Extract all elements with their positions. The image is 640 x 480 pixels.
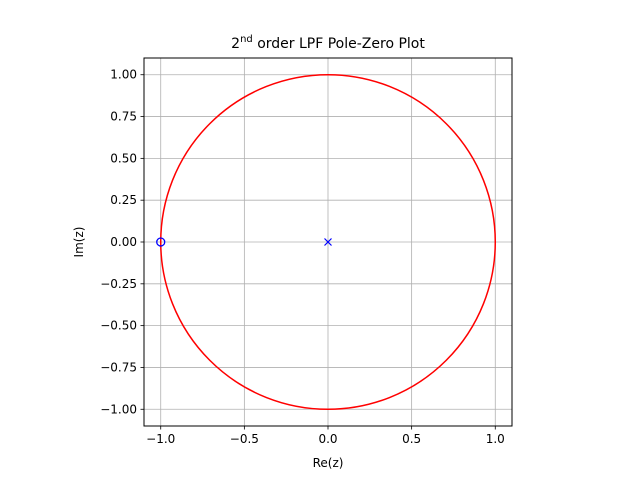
- pole-marker-stroke: [324, 238, 332, 246]
- data-points: [156, 237, 332, 247]
- y-tick-label: 0.50: [110, 151, 137, 165]
- y-tick-label: −0.75: [100, 360, 137, 374]
- x-axis-ticks: −1.0 −0.5 0.0 0.5 1.0: [146, 426, 505, 446]
- y-tick-label: 0.75: [110, 110, 137, 124]
- y-axis-ticks: 1.00 0.75 0.50 0.25 0.00 −0.25 −0.50 −0.75 −1.00: [100, 68, 144, 416]
- unit-circle-layer: [159, 73, 497, 411]
- x-tick-label: 0.0: [318, 432, 337, 446]
- x-tick-label: −1.0: [146, 432, 175, 446]
- pole-marker: [324, 238, 332, 246]
- y-tick-label: 0.00: [110, 235, 137, 249]
- x-tick-label: 0.5: [402, 432, 421, 446]
- y-tick-label: 1.00: [110, 68, 137, 82]
- unit-circle: [159, 73, 497, 411]
- y-tick-label: 0.25: [110, 193, 137, 207]
- zero-marker: [156, 237, 166, 247]
- x-tick-label: 1.0: [486, 432, 505, 446]
- y-tick-label: −1.00: [100, 402, 137, 416]
- y-axis-label: Im(z): [72, 227, 86, 258]
- y-tick-label: −0.50: [100, 319, 137, 333]
- y-tick-label: −0.25: [100, 277, 137, 291]
- chart-title: 2nd order LPF Pole-Zero Plot: [231, 34, 425, 52]
- x-axis-label: Re(z): [313, 456, 344, 470]
- chart-title-superscript: nd: [240, 34, 253, 45]
- chart-title-rest: order LPF Pole-Zero Plot: [253, 36, 426, 52]
- chart-title-prefix: 2: [231, 36, 240, 52]
- x-tick-label: −0.5: [230, 432, 259, 446]
